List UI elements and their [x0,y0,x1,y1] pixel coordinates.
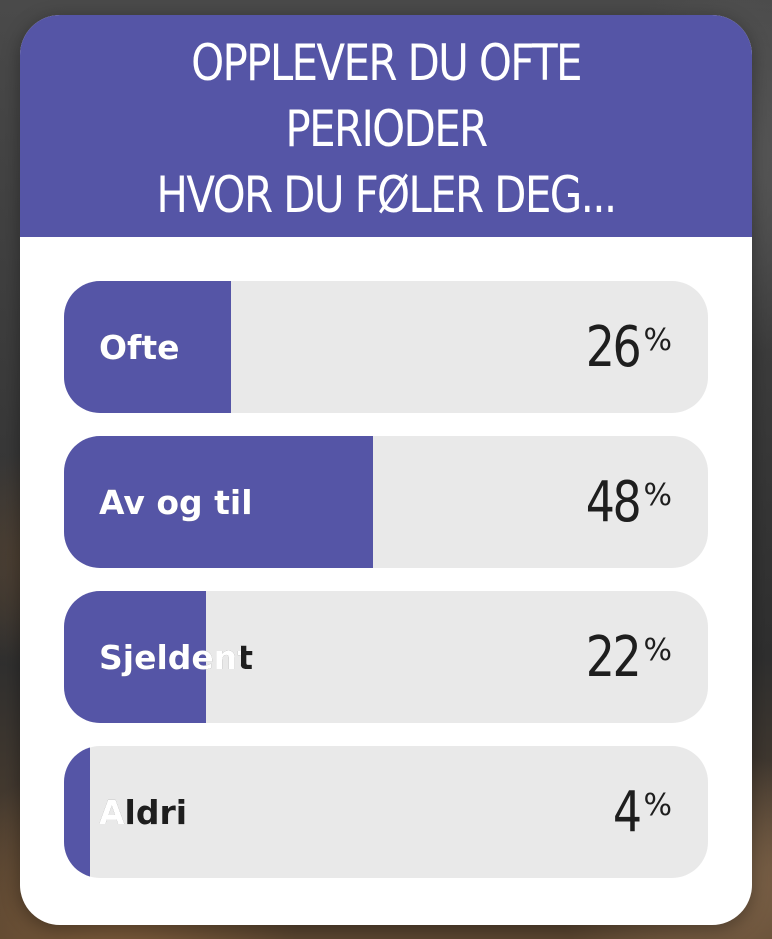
poll-option-fill [64,746,90,878]
poll-option-av-og-til[interactable]: Av og til Av og til 48 % [64,436,708,568]
poll-option-label: Sjeldent [99,637,254,677]
poll-option-percent-value: 26 [585,314,642,380]
poll-option-percent: 4 % [607,746,672,878]
poll-option-label: Aldri [99,792,188,832]
poll-option-fill [64,281,232,413]
poll-question: OPPLEVER DU OFTE PERIODER HVOR DU FØLER … [156,34,617,224]
poll-option-percent-value: 4 [612,779,642,845]
poll-option-percent-value: 48 [585,469,642,535]
poll-option-percent-sign: % [643,632,672,668]
poll-option-percent-sign: % [643,787,672,823]
poll-option-sjeldent[interactable]: Sjeldent Sjeldent 22 % [64,591,708,723]
poll-option-fill [64,591,206,723]
poll-option-label: Av og til [99,482,253,522]
poll-option-percent-value: 22 [585,624,642,690]
poll-option-aldri[interactable]: Aldri Aldri 4 % [64,746,708,878]
poll-options: Ofte Ofte 26 % Av og til Av og til 48 % … [64,281,708,901]
poll-option-label-overlay: Av og til [99,482,253,522]
poll-option-percent: 26 % [574,281,672,413]
poll-option-percent-sign: % [643,322,672,358]
poll-option-fill [64,436,374,568]
poll-option-label-overlay: Sjeldent [99,637,241,677]
poll-option-label: Ofte [99,327,180,367]
poll-option-label-overlay: Aldri [99,792,125,832]
poll-option-percent-sign: % [643,477,672,513]
poll-sticker: OPPLEVER DU OFTE PERIODER HVOR DU FØLER … [20,15,752,925]
poll-option-percent: 48 % [574,436,672,568]
poll-option-percent: 22 % [574,591,672,723]
poll-option-label-overlay: Ofte [99,327,180,367]
poll-header: OPPLEVER DU OFTE PERIODER HVOR DU FØLER … [20,15,752,237]
poll-option-ofte[interactable]: Ofte Ofte 26 % [64,281,708,413]
